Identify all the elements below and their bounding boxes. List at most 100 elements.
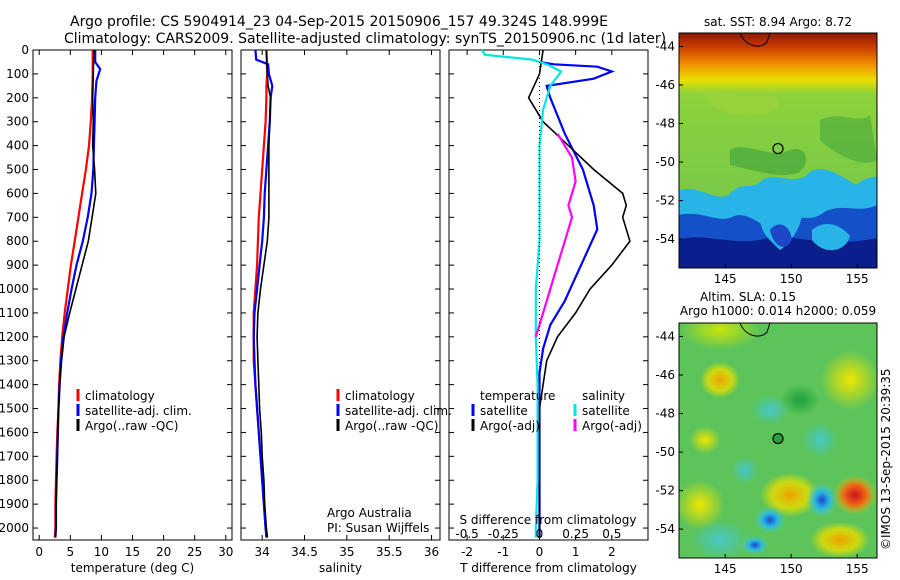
differences-xtick-label: 0 (536, 545, 544, 559)
differences-series-0 (538, 60, 616, 538)
depth-tick-label: 1400 (0, 378, 29, 392)
salinity-xtick-label: 36 (424, 545, 439, 559)
depth-tick-label: 1000 (0, 282, 29, 296)
differences-frame (448, 49, 649, 541)
sla-map-frame (678, 322, 878, 559)
imos-credit: ©IMOS 13-Sep-2015 20:39:35 (879, 368, 893, 550)
temperature-panel: 0100200300400500600700800900100011001200… (0, 43, 233, 575)
legend-title-salinity: salinity (582, 389, 625, 403)
map-ytick-label: -50 (655, 445, 675, 459)
sla-map: Altim. SLA: 0.15 Argo h1000: 0.014 h2000… (655, 290, 878, 576)
argo-position-marker (772, 432, 784, 445)
differences-series-2 (480, 49, 563, 538)
map-ytick-label: -46 (655, 78, 675, 92)
argo-position-marker (772, 142, 784, 155)
depth-tick-label: 400 (6, 139, 29, 153)
sdiff-tick-label: 0.5 (602, 527, 621, 541)
salinity-panel: 34 34.5 35 35.5 36 salinity climatologysatelli… (240, 49, 452, 575)
pi-note: PI: Susan Wijffels (327, 521, 429, 535)
legend-label: Argo(..raw -QC) (85, 419, 178, 433)
map-ytick-label: -54 (655, 232, 675, 246)
legend-label: satellite-adj. clim. (85, 404, 192, 418)
map-xtick-label: 150 (780, 562, 803, 576)
sdiff-tick-label: -0.5 (455, 527, 478, 541)
map-ytick-label: -46 (655, 368, 675, 382)
temperature-series-0 (53, 50, 94, 538)
salinity-xtick-label: 35 (339, 545, 354, 559)
depth-tick-label: 1800 (0, 473, 29, 487)
sdiff-tick-label: 0.25 (562, 527, 589, 541)
depth-tick-label: 900 (6, 258, 29, 272)
depth-tick-label: 1300 (0, 354, 29, 368)
salinity-xtick-label: 34 (255, 545, 270, 559)
temperature-xtick-label: 10 (94, 545, 109, 559)
depth-tick-label: 800 (6, 234, 29, 248)
differences-xtick-label: 2 (608, 545, 616, 559)
legend-label: climatology (85, 389, 155, 403)
differences-xlabel: T difference from climatology (459, 561, 637, 575)
sst-map-title: sat. SST: 8.94 Argo: 8.72 (704, 15, 852, 29)
depth-tick-label: 200 (6, 91, 29, 105)
map-xtick-label: 150 (780, 272, 803, 286)
temperature-xlabel: temperature (deg C) (71, 561, 194, 575)
sdiff-xlabel: S difference from climatology (460, 513, 637, 527)
salinity-series-1 (252, 49, 274, 538)
differences-xtick-label: -2 (461, 545, 473, 559)
legend-label: climatology (345, 389, 415, 403)
depth-tick-label: 1100 (0, 306, 29, 320)
temperature-xtick-label: 30 (218, 545, 233, 559)
sla-map-axes: 145 150 155 -44 -46 -48 -50 -52 -54 (655, 329, 868, 576)
depth-tick-label: 2000 (0, 521, 29, 535)
depth-tick-label: 1900 (0, 497, 29, 511)
depth-tick-label: 600 (6, 186, 29, 200)
map-ytick-label: -54 (655, 522, 675, 536)
temperature-xtick-label: 0 (35, 545, 43, 559)
depth-tick-label: 0 (21, 43, 29, 57)
depth-tick-label: 300 (6, 115, 29, 129)
sdiff-tick-label: -0.25 (488, 527, 519, 541)
map-ytick-label: -48 (655, 117, 675, 131)
sst-map-axes: 145 150 155 -44 -46 -48 -50 -52 -54 (655, 39, 868, 286)
salinity-xtick-label: 35.5 (376, 545, 403, 559)
map-ytick-label: -44 (655, 39, 675, 53)
depth-tick-label: 1700 (0, 449, 29, 463)
legend-label: satellite (582, 404, 630, 418)
sla-map-title-2: Argo h1000: 0.014 h2000: 0.059 (680, 304, 876, 318)
legend-label: satellite (480, 404, 528, 418)
temperature-xtick-label: 15 (125, 545, 140, 559)
map-xtick-label: 145 (714, 272, 737, 286)
legend-label: Argo(-adj) (480, 419, 540, 433)
difference-panel: -2 -1 0 1 2 T difference from climatology -0.5… (448, 49, 649, 575)
legend-label: Argo(..raw -QC) (345, 419, 438, 433)
sst-map-frame (678, 32, 878, 269)
salinity-xtick-label: 34.5 (291, 545, 318, 559)
map-ytick-label: -52 (655, 484, 675, 498)
map-xtick-label: 145 (714, 562, 737, 576)
salinity-frame (240, 49, 441, 541)
differences-xtick-label: -1 (497, 545, 509, 559)
map-ytick-label: -44 (655, 329, 675, 343)
sla-map-title-1: Altim. SLA: 0.15 (700, 290, 796, 304)
legend-title-temperature: temperature (480, 389, 555, 403)
differences-xtick-label: 1 (572, 545, 580, 559)
header-line-1: Argo profile: CS 5904914_23 04-Sep-2015 … (70, 14, 608, 30)
map-xtick-label: 155 (846, 272, 869, 286)
temperature-xtick-label: 25 (187, 545, 202, 559)
depth-tick-label: 100 (6, 67, 29, 81)
header-line-2: Climatology: CARS2009. Satellite-adjuste… (64, 31, 666, 47)
legend-label: Argo(-adj) (582, 419, 642, 433)
sst-map-field (679, 33, 877, 268)
map-ytick-label: -48 (655, 407, 675, 421)
map-ytick-label: -52 (655, 194, 675, 208)
map-xtick-label: 155 (846, 562, 869, 576)
depth-tick-label: 1600 (0, 425, 29, 439)
sst-map: sat. SST: 8.94 Argo: 8.72 145 150 155 -44 -4… (655, 15, 878, 286)
org-note: Argo Australia (327, 506, 412, 520)
differences-series-1 (527, 49, 631, 538)
depth-tick-label: 700 (6, 210, 29, 224)
sla-map-field (679, 323, 877, 558)
depth-tick-label: 1500 (0, 402, 29, 416)
salinity-xlabel: salinity (319, 561, 362, 575)
temperature-frame (32, 49, 233, 541)
depth-tick-label: 1200 (0, 330, 29, 344)
